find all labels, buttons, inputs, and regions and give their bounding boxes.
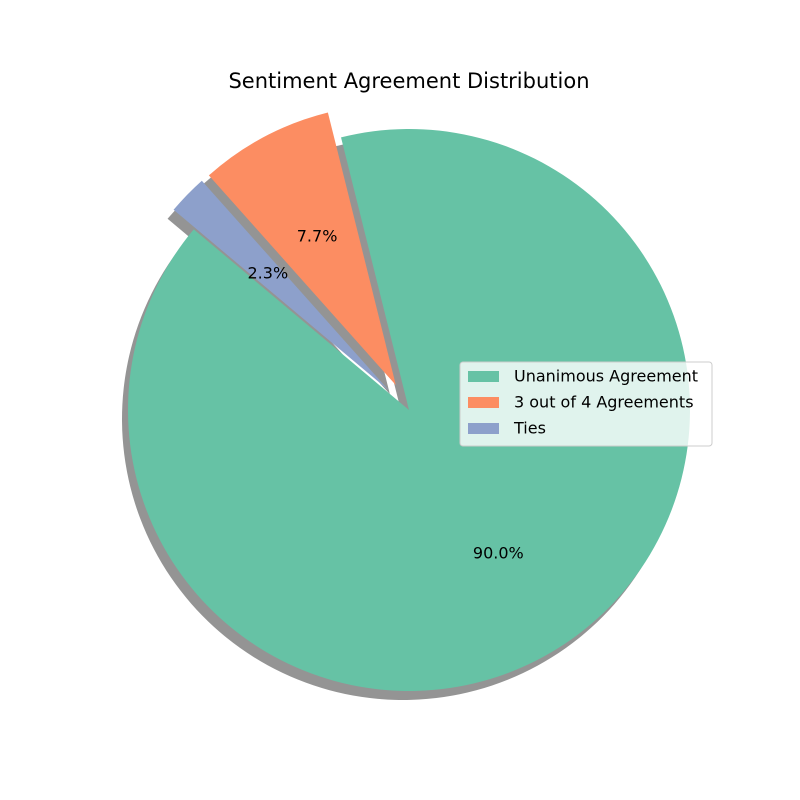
pie-slices: [128, 112, 691, 691]
pie-slice-3-out-of-4-agreements: [208, 112, 396, 386]
slice-label-ties: 2.3%: [248, 264, 289, 283]
legend-label-3-out-of-4-agreements: 3 out of 4 Agreements: [514, 393, 694, 412]
legend-swatch-3-out-of-4-agreements: [468, 397, 499, 408]
legend-swatch-ties: [468, 423, 499, 434]
legend-label-unanimous-agreement: Unanimous Agreement: [514, 367, 698, 386]
chart-title: Sentiment Agreement Distribution: [228, 69, 589, 93]
slice-label-3-out-of-4-agreements: 7.7%: [297, 227, 338, 246]
pie-slice-ties: [173, 180, 389, 391]
legend-frame: [459, 361, 713, 447]
legend-label-ties: Ties: [513, 419, 546, 438]
slice-label-unanimous-agreement: 90.0%: [473, 543, 524, 562]
percentage-labels: 90.0% 7.7% 2.3%: [248, 227, 524, 563]
legend-swatch-unanimous-agreement: [468, 371, 499, 382]
legend: Unanimous Agreement 3 out of 4 Agreements…: [459, 361, 713, 447]
pie-slice-unanimous-agreement: [128, 128, 691, 691]
